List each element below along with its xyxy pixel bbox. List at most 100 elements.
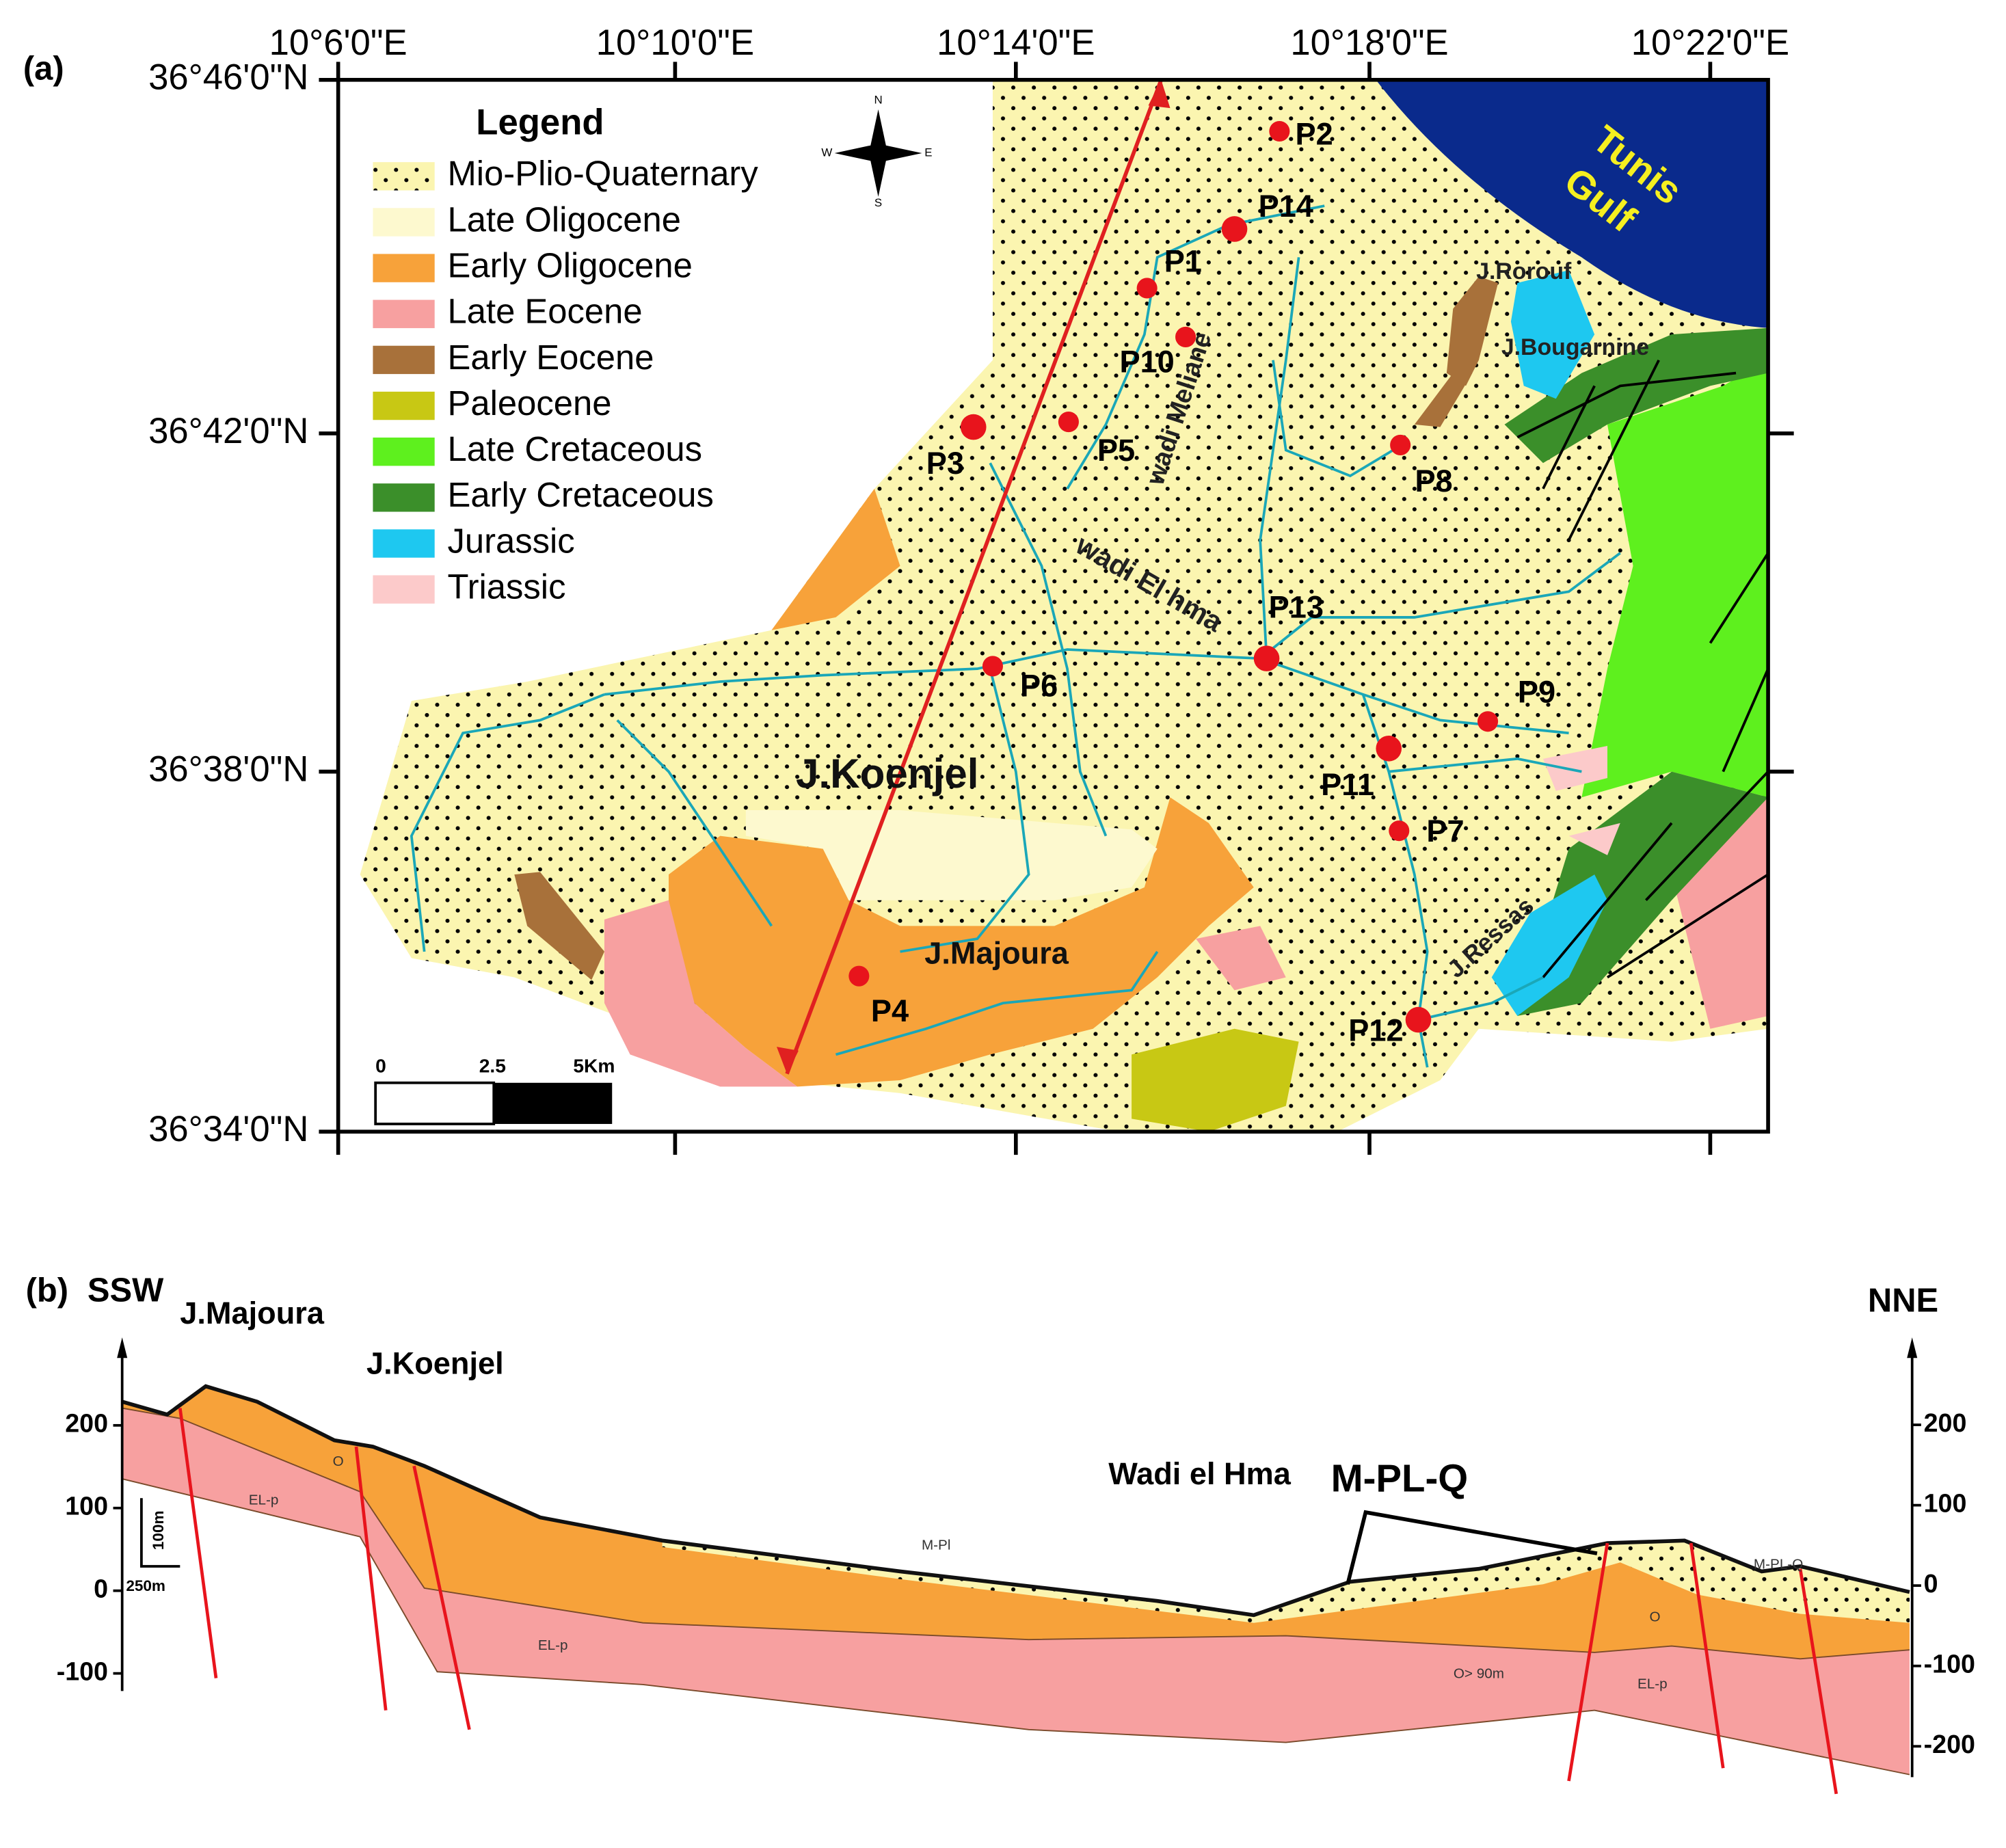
point-label: P3 <box>926 446 964 481</box>
elevation-label: -100 <box>57 1657 108 1686</box>
latitude-label: 36°38'0"N <box>148 749 308 790</box>
river <box>1259 657 1569 735</box>
sample-point[interactable] <box>1058 412 1079 433</box>
legend-label: Mio-Plio-Quaternary <box>448 154 759 193</box>
direction-label: NNE <box>1868 1282 1938 1319</box>
point-label: P10 <box>1119 344 1174 379</box>
place-label: J.Majoura <box>924 936 1069 971</box>
legend-title: Legend <box>476 103 604 143</box>
compass <box>834 109 922 197</box>
river <box>604 648 1261 696</box>
early-oligocene <box>771 488 900 630</box>
legend-label: Early Eocene <box>448 338 654 377</box>
scale-label: 5Km <box>573 1055 615 1077</box>
sample-point[interactable] <box>1136 278 1158 299</box>
longitude-label: 10°10'0"E <box>596 23 754 63</box>
latitude-label: 36°46'0"N <box>148 57 308 98</box>
paleocene <box>1132 1028 1299 1132</box>
point-label: P2 <box>1296 116 1333 151</box>
sample-point[interactable] <box>1175 326 1196 347</box>
jurassic <box>1491 874 1607 1016</box>
river <box>1259 552 1621 660</box>
sample-point[interactable] <box>1253 645 1280 671</box>
early-eocene <box>1414 373 1473 427</box>
sample-point[interactable] <box>1405 1006 1432 1033</box>
river <box>1389 757 1582 773</box>
early-cretaceous <box>1504 327 1769 464</box>
scale-label: 100m <box>150 1510 167 1550</box>
fault <box>1542 385 1596 490</box>
place-label: J.Koenjel <box>366 1345 504 1380</box>
point-label: P8 <box>1415 464 1452 498</box>
point-label: P6 <box>1020 668 1058 703</box>
sample-point[interactable] <box>960 414 987 440</box>
elevation-label: 100 <box>1924 1489 1967 1518</box>
point-label: P13 <box>1269 590 1324 625</box>
fault <box>1645 771 1769 902</box>
place-label: J.Bougarnine <box>1501 334 1649 360</box>
legend-label: Early Oligocene <box>448 246 693 285</box>
jurassic <box>1510 270 1595 399</box>
fault <box>1542 822 1673 978</box>
place-label: J.Majoura <box>180 1296 325 1330</box>
axis-arrow <box>1907 1337 1918 1358</box>
legend-label: Paleocene <box>448 384 612 423</box>
latitude-label: 36°34'0"N <box>148 1109 308 1149</box>
layer-boundary <box>122 1407 1910 1660</box>
point-label: P12 <box>1348 1013 1403 1047</box>
unit-label: O> 90m <box>1454 1665 1504 1681</box>
place-label: M-PL-Q <box>1331 1457 1469 1500</box>
unit-label: O <box>1650 1609 1661 1625</box>
fault <box>178 1408 218 1678</box>
pointer <box>1346 1510 1598 1585</box>
compass-letter: N <box>874 93 882 106</box>
sample-point[interactable] <box>982 656 1003 677</box>
map-body <box>360 79 1769 1132</box>
arrow-head <box>776 1047 799 1074</box>
latitude-label: 36°42'0"N <box>148 411 308 451</box>
legend-swatch <box>373 391 435 420</box>
late-cretaceous <box>1581 360 1769 798</box>
river <box>1259 257 1300 659</box>
sample-point[interactable] <box>1269 120 1290 142</box>
sample-point[interactable] <box>848 965 870 987</box>
fault <box>1516 371 1737 439</box>
compass-letter: S <box>874 196 882 209</box>
sample-point[interactable] <box>1390 434 1411 455</box>
sample-point[interactable] <box>1376 735 1402 762</box>
elevation-label: -200 <box>1924 1730 1975 1758</box>
section-line <box>785 79 1163 1075</box>
mio-plio-quaternary-layer <box>662 1540 1910 1623</box>
unit-label: M-Pl <box>922 1537 950 1553</box>
panel-label: (b) <box>26 1272 68 1309</box>
place-label: J.Rorouf <box>1476 258 1572 284</box>
late-eocene-layer <box>122 1386 1910 1775</box>
triassic <box>1542 746 1607 791</box>
fault <box>1798 1568 1838 1795</box>
late-eocene <box>1196 926 1286 991</box>
panel-label: (a) <box>23 51 64 88</box>
fault <box>1709 552 1769 644</box>
sample-point[interactable] <box>1221 216 1248 242</box>
unit-label: EL-p <box>538 1637 568 1653</box>
sample-point[interactable] <box>1477 711 1499 732</box>
legend-label: Late Cretaceous <box>448 429 703 468</box>
gulf <box>1376 79 1769 328</box>
fault <box>1567 359 1660 541</box>
point-label: P1 <box>1164 244 1202 279</box>
axis-arrow <box>117 1337 128 1358</box>
scale-glyph <box>140 1498 180 1568</box>
fault <box>1689 1542 1725 1769</box>
fault <box>1722 668 1769 773</box>
longitude-label: 10°18'0"E <box>1290 23 1448 63</box>
fault <box>354 1446 388 1711</box>
legend-swatch <box>373 208 435 237</box>
fault <box>1567 1542 1609 1782</box>
sample-point[interactable] <box>1389 820 1410 842</box>
elevation-label: -100 <box>1924 1650 1975 1678</box>
point-label: P7 <box>1426 814 1464 848</box>
arrow-head <box>1148 79 1171 109</box>
legend-label: Late Eocene <box>448 292 643 331</box>
